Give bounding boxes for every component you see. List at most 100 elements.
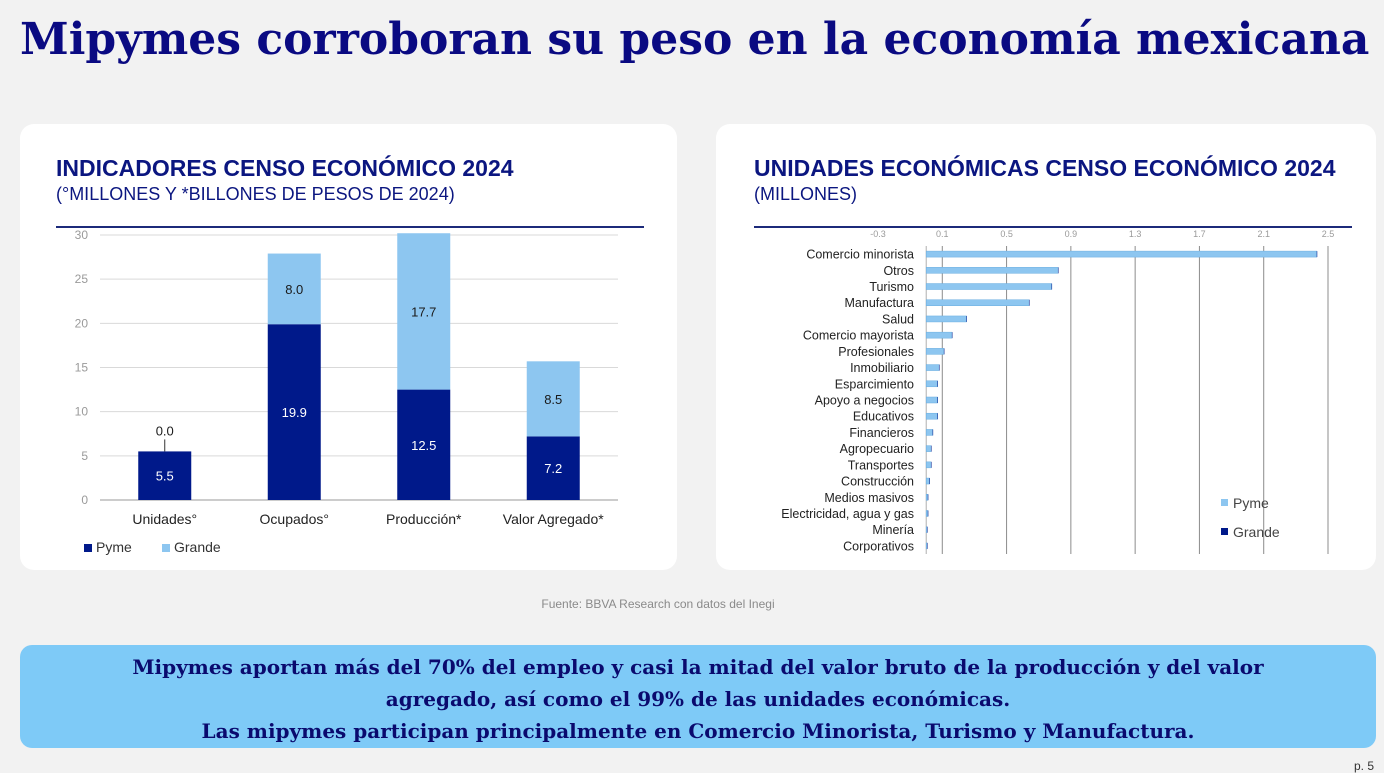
y-category-label: Comercio minorista xyxy=(806,248,914,262)
source-note: Fuente: BBVA Research con datos del Ineg… xyxy=(541,597,775,611)
legend-swatch-grande xyxy=(1221,528,1228,535)
y-category-label: Otros xyxy=(883,264,914,278)
bar-pyme xyxy=(526,436,580,500)
data-label-pyme: 7.2 xyxy=(544,461,562,476)
y-category-label: Esparcimiento xyxy=(835,377,914,391)
legend-label-grande: Grande xyxy=(1233,524,1280,540)
bar-pyme xyxy=(925,315,967,323)
bar-pyme xyxy=(925,412,938,420)
data-label-grande: 17.7 xyxy=(411,304,436,319)
bar-grande xyxy=(1058,267,1059,274)
bar-pyme xyxy=(925,331,953,339)
indicators-title-rule xyxy=(56,226,644,228)
y-category-label: Transportes xyxy=(848,458,914,472)
banner-line-3: Las mipymes participan principalmente en… xyxy=(201,719,1195,743)
legend-swatch-pyme xyxy=(84,544,92,552)
x-tick-label: 1.3 xyxy=(1129,229,1142,239)
x-category-label: Producción* xyxy=(386,511,462,527)
data-label-grande: 0.0 xyxy=(156,423,174,438)
bar-pyme xyxy=(925,299,1030,306)
bar-pyme xyxy=(397,389,451,500)
bar-pyme xyxy=(925,267,1059,274)
bar-pyme xyxy=(925,477,930,485)
y-tick-label: 20 xyxy=(75,316,89,330)
y-tick-label: 5 xyxy=(81,449,88,463)
bar-grande xyxy=(943,348,945,355)
x-category-label: Unidades° xyxy=(132,511,197,527)
bar-grande xyxy=(937,380,938,387)
y-category-label: Manufactura xyxy=(845,296,915,310)
bar-pyme xyxy=(925,364,940,371)
data-label-grande: 8.0 xyxy=(285,282,303,297)
x-tick-label: 2.5 xyxy=(1322,229,1335,239)
data-label-pyme: 5.5 xyxy=(156,469,174,484)
bar-pyme xyxy=(925,461,932,469)
x-tick-label: 0.5 xyxy=(1000,229,1013,239)
x-category-label: Valor Agregado* xyxy=(503,511,604,527)
bar-pyme xyxy=(267,324,321,500)
bar-pyme xyxy=(925,526,928,533)
bar-grande xyxy=(931,445,932,452)
page-title: Mipymes corroboran su peso en la economí… xyxy=(20,14,1370,65)
bar-grande xyxy=(927,526,928,533)
y-tick-label: 15 xyxy=(75,361,89,375)
page-number: p. 5 xyxy=(1353,759,1374,773)
bar-grande xyxy=(927,494,929,501)
data-label-pyme: 12.5 xyxy=(411,438,436,453)
y-tick-label: 10 xyxy=(75,405,89,419)
y-category-label: Salud xyxy=(882,312,914,326)
bar-pyme xyxy=(925,380,938,388)
x-tick-label: 2.1 xyxy=(1257,229,1270,239)
indicators-chart-panel: INDICADORES CENSO ECONÓMICO 2024 (°MILLO… xyxy=(20,124,677,570)
y-category-label: Inmobiliario xyxy=(850,361,914,375)
bar-grande xyxy=(951,332,953,339)
bar-pyme xyxy=(925,445,932,452)
bar-grande xyxy=(397,233,451,390)
bar-pyme xyxy=(925,510,929,517)
legend-swatch-grande xyxy=(162,544,170,552)
bar-pyme xyxy=(138,451,192,500)
data-label-pyme: 19.9 xyxy=(282,405,307,420)
bar-grande xyxy=(1316,251,1318,258)
bar-grande xyxy=(267,253,321,325)
bar-grande xyxy=(937,397,938,403)
y-category-label: Medios masivos xyxy=(824,491,914,505)
units-chart-panel: UNIDADES ECONÓMICAS CENSO ECONÓMICO 2024… xyxy=(716,124,1376,570)
y-category-label: Agropecuario xyxy=(840,442,914,456)
legend-swatch-pyme xyxy=(1221,499,1228,506)
indicators-chart-title: INDICADORES CENSO ECONÓMICO 2024 xyxy=(56,155,514,181)
bar-grande xyxy=(526,361,580,437)
units-horizontal-bar-chart: -0.3 0.1 0.5 0.9 1.3 1.7 2.1 2.5 Comercio minori… xyxy=(781,229,1335,554)
legend-label-pyme: Pyme xyxy=(96,539,132,555)
units-chart-subtitle: (MILLONES) xyxy=(754,184,858,204)
y-category-label: Turismo xyxy=(869,280,914,294)
bar-grande xyxy=(932,429,934,436)
y-category-label: Electricidad, agua y gas xyxy=(781,507,914,521)
units-title-rule xyxy=(754,226,1352,228)
y-tick-label: 25 xyxy=(75,272,89,286)
indicators-chart-subtitle: (°MILLONES Y *BILLONES DE PESOS DE 2024) xyxy=(56,184,455,204)
bar-grande xyxy=(1051,283,1053,290)
bar-grande xyxy=(939,364,940,371)
bar-grande xyxy=(1029,299,1030,306)
y-tick-label: 30 xyxy=(75,228,89,242)
summary-banner: Mipymes aportan más del 70% del empleo y… xyxy=(20,645,1376,748)
y-category-label: Profesionales xyxy=(838,345,914,359)
bar-pyme xyxy=(925,250,1317,258)
x-tick-label: 0.1 xyxy=(936,229,949,239)
legend-label-grande: Grande xyxy=(174,539,221,555)
x-tick-label: -0.3 xyxy=(870,229,886,239)
bar-pyme xyxy=(925,429,933,436)
x-tick-label: 1.7 xyxy=(1193,229,1206,239)
bar-grande xyxy=(931,461,932,468)
x-category-label: Ocupados° xyxy=(260,511,329,527)
y-category-label: Construcción xyxy=(841,475,914,489)
legend-label-pyme: Pyme xyxy=(1233,495,1269,511)
indicators-stacked-bar-chart: 0 5 10 15 20 25 30 5.5 0.0 Unidades° 19.9 8.0 Ocupad… xyxy=(75,228,618,555)
bar-pyme xyxy=(925,283,1052,290)
y-category-label: Educativos xyxy=(853,410,914,424)
units-chart-title: UNIDADES ECONÓMICAS CENSO ECONÓMICO 2024 xyxy=(754,155,1336,181)
bar-pyme xyxy=(925,396,938,404)
bar-grande xyxy=(937,413,938,420)
banner-line-1: Mipymes aportan más del 70% del empleo y… xyxy=(132,655,1264,679)
